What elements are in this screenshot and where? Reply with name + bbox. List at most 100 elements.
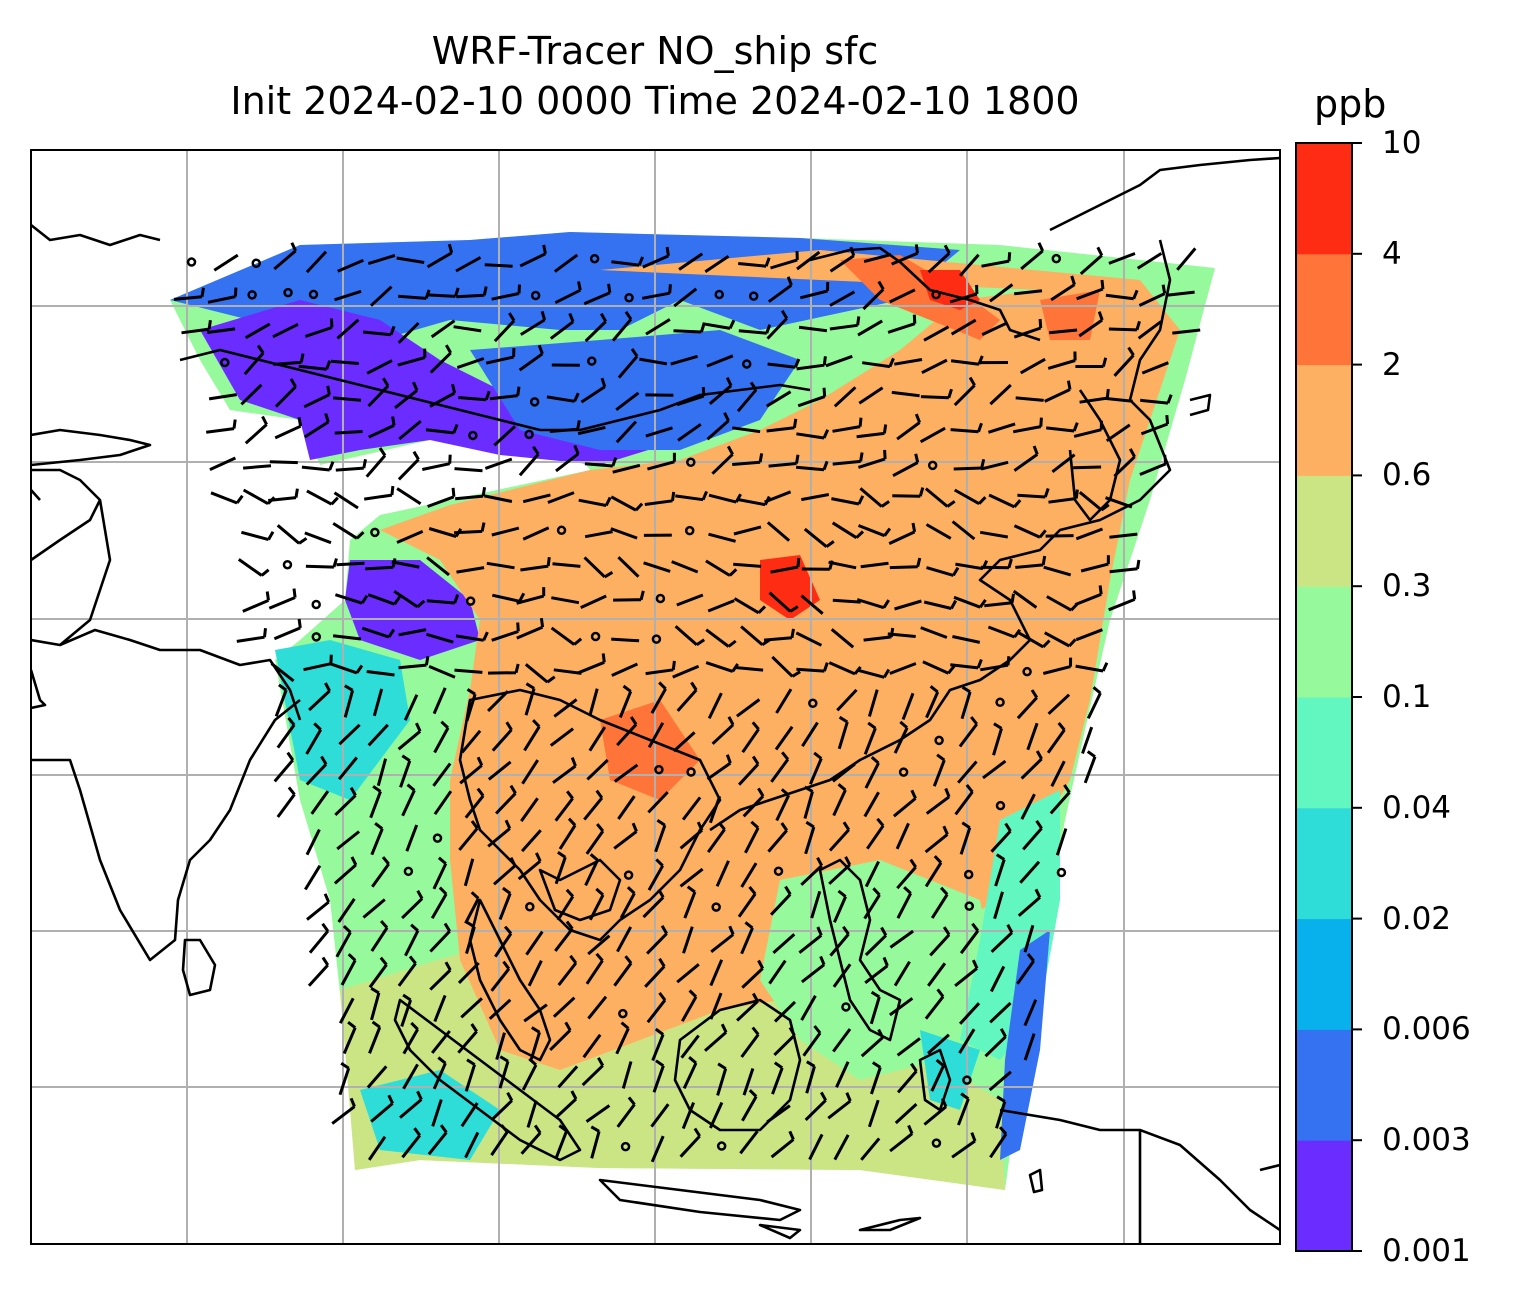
wind-barb (825, 354, 853, 368)
wind-barb (367, 377, 390, 408)
wind-barb (857, 319, 883, 337)
wind-barb (521, 759, 539, 785)
wind-barb (303, 385, 331, 409)
wind-barb (1049, 328, 1078, 335)
colorbar-segment (1296, 586, 1352, 698)
coastline-russia-ne (1049, 156, 1280, 417)
wind-barb (303, 654, 333, 672)
wind-barb (580, 377, 607, 404)
wind-barb (402, 1021, 420, 1055)
wind-barb (1047, 351, 1077, 370)
wind-barb (959, 821, 972, 855)
coastline-sumatra (393, 998, 582, 1162)
wind-barb (581, 1057, 605, 1087)
wind-barb (550, 626, 583, 646)
wind-barb (584, 457, 618, 468)
wind-barb (455, 256, 482, 273)
wind-barb (495, 1032, 506, 1061)
wind-barb (401, 1127, 422, 1159)
wind-barb (921, 358, 948, 375)
field-orange-main (380, 250, 1180, 1070)
wind-barb (490, 960, 511, 992)
wind-barb (830, 628, 855, 649)
wind-barb (732, 426, 761, 434)
wind-barb (990, 923, 1014, 953)
wind-barb (924, 825, 949, 854)
calm-wind-marker (311, 632, 322, 642)
wind-barb (682, 926, 694, 954)
calm-wind-marker (624, 293, 634, 303)
wind-barb (431, 1099, 443, 1127)
wind-barb (741, 1089, 758, 1122)
wind-barb (584, 853, 599, 887)
wind-barb (577, 653, 606, 675)
coastline-indochina (458, 688, 722, 942)
wind-barb (800, 856, 824, 886)
calm-wind-marker (684, 525, 695, 536)
wind-barb (1105, 289, 1139, 301)
wind-barb (771, 655, 801, 678)
wind-barb (398, 628, 427, 637)
wind-barb (1022, 819, 1043, 851)
map-frame (30, 149, 1281, 1245)
wind-barb (484, 494, 513, 503)
wind-barb (772, 933, 796, 955)
wind-barb (518, 445, 540, 477)
colorbar-units: ppb (1314, 82, 1387, 126)
wind-barb (1046, 422, 1079, 433)
wind-barb (863, 253, 892, 264)
wind-barb (774, 725, 794, 751)
wind-barb (864, 956, 889, 984)
wind-barb (837, 715, 849, 750)
wind-barb (549, 312, 575, 340)
wind-barb (457, 1023, 478, 1054)
calm-wind-marker (220, 357, 230, 368)
wind-barb (867, 689, 879, 717)
wind-barb (173, 287, 205, 301)
wind-barb (990, 822, 1012, 853)
calm-wind-marker (741, 359, 752, 369)
wind-barb (585, 1104, 611, 1123)
wind-barb (958, 716, 978, 748)
wind-barb (367, 723, 389, 747)
wind-barb (455, 486, 487, 501)
wind-barb (494, 925, 513, 958)
colorbar-tick-label: 0.1 (1382, 679, 1432, 715)
wind-barb (989, 1126, 1008, 1159)
wind-barb (953, 488, 987, 506)
wind-barb (954, 959, 979, 987)
wind-barb (464, 1131, 480, 1159)
wind-barb (950, 422, 983, 434)
wind-barb (1051, 453, 1076, 473)
wind-barb (866, 817, 885, 850)
wind-barb (765, 390, 792, 408)
wind-barb (516, 617, 545, 640)
wind-barb (925, 523, 952, 540)
wind-barb (397, 321, 420, 344)
wind-barb (270, 662, 295, 683)
wind-barb (1050, 275, 1076, 302)
wind-barb (523, 719, 541, 752)
wind-barb (832, 783, 847, 817)
wind-barb (797, 387, 827, 408)
wind-barb (771, 1061, 784, 1095)
wind-barb (368, 1020, 382, 1054)
wind-barb (520, 829, 542, 853)
wind-barb (491, 622, 520, 642)
colorbar-segment (1296, 475, 1352, 587)
wind-barb (586, 758, 609, 781)
wind-barb (1048, 489, 1079, 504)
wind-barb (645, 426, 673, 438)
wind-barb (461, 729, 482, 754)
wind-barb (984, 593, 1015, 608)
wind-barb (518, 344, 544, 372)
wind-barb (241, 530, 275, 542)
wind-barb (706, 412, 730, 441)
wind-barb (739, 1130, 759, 1155)
wind-barb (896, 1037, 921, 1057)
wind-barb (213, 253, 239, 272)
wind-barb (242, 591, 270, 613)
wind-barb (716, 1062, 728, 1096)
wind-barb (829, 925, 850, 957)
wind-barb (773, 1026, 796, 1056)
